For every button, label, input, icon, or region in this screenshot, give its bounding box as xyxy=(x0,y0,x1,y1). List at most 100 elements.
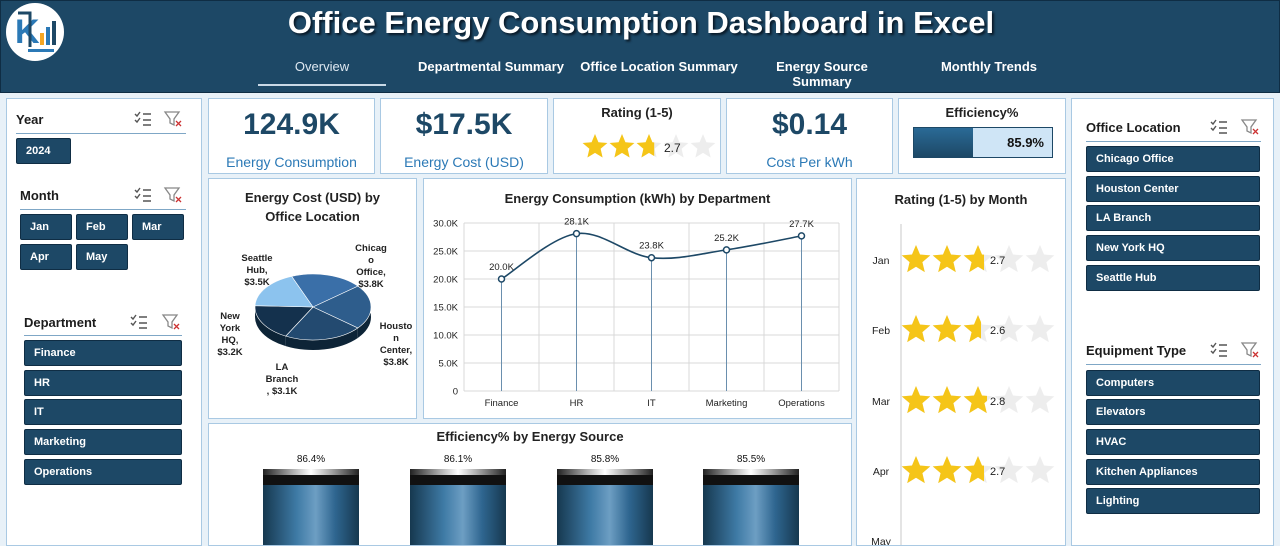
bar-cap xyxy=(557,469,653,475)
x-tick-label: HR xyxy=(570,398,584,409)
tab-overview[interactable]: Overview xyxy=(294,59,350,74)
multi-select-icon[interactable] xyxy=(129,313,149,331)
location-item-chicago-office[interactable]: Chicago Office xyxy=(1086,146,1260,172)
equipment-item-kitchen-appliances[interactable]: Kitchen Appliances xyxy=(1086,459,1260,485)
month-item-feb[interactable]: Feb xyxy=(76,214,128,240)
logo: K xyxy=(6,3,64,61)
department-item-marketing[interactable]: Marketing xyxy=(24,429,182,455)
data-point xyxy=(722,246,731,254)
data-point xyxy=(572,229,581,238)
month-item-apr[interactable]: Apr xyxy=(20,244,72,270)
chart-title-line1: Energy Cost (USD) by xyxy=(244,190,381,205)
rating-month-chart: Jan 2.7 Feb 2.6 Mar 2.8 Apr 2.7 May xyxy=(871,224,1055,545)
clear-filter-icon[interactable] xyxy=(161,313,181,331)
pie-slice-side xyxy=(285,327,358,350)
kpi-star-empty xyxy=(663,134,689,158)
clear-filter-icon[interactable] xyxy=(1240,118,1260,136)
data-label: 86.4% xyxy=(297,454,325,465)
pie-chart: Seattle Hub, $3.5K Chicag o Office, $3.8K Hou… xyxy=(217,243,413,397)
y-tick-label: 25.0K xyxy=(433,247,458,258)
equipment-item-computers[interactable]: Computers xyxy=(1086,370,1260,396)
data-label: 85.5% xyxy=(737,454,765,465)
office-location-slicer-title: Office Location xyxy=(1086,120,1181,135)
year-slicer-title: Year xyxy=(16,112,44,127)
month-label: May xyxy=(871,536,892,545)
chart-title: Energy Consumption (kWh) by Department xyxy=(504,191,771,206)
location-item-new-york-hq[interactable]: New York HQ xyxy=(1086,235,1260,261)
slicer-divider xyxy=(1086,364,1261,365)
department-item-finance[interactable]: Finance xyxy=(24,340,182,366)
location-item-la-branch[interactable]: LA Branch xyxy=(1086,205,1260,231)
y-tick-label: 5.0K xyxy=(438,359,458,370)
efficiency-bar xyxy=(557,485,653,545)
multi-select-icon[interactable] xyxy=(133,110,153,128)
tab-monthly-trends[interactable]: Monthly Trends xyxy=(940,59,1038,74)
month-star-empty xyxy=(1025,456,1055,484)
pie-slice-houston-center xyxy=(285,306,359,341)
bar-band xyxy=(557,475,653,485)
slicer-divider xyxy=(24,335,182,336)
data-label: 86.1% xyxy=(444,454,472,465)
pie-label-chicago: Chicag o Office, $3.8K xyxy=(355,243,387,290)
y-tick-label: 10.0K xyxy=(433,331,458,342)
month-star-filled xyxy=(901,456,931,484)
month-star-empty xyxy=(994,315,1024,343)
tab-energy-source-summary[interactable]: Energy Source Summary xyxy=(776,59,868,89)
year-item-2024[interactable]: 2024 xyxy=(16,138,71,164)
data-label: 27.7K xyxy=(789,219,814,230)
month-item-jan[interactable]: Jan xyxy=(20,214,72,240)
equipment-item-lighting[interactable]: Lighting xyxy=(1086,488,1260,514)
department-item-operations[interactable]: Operations xyxy=(24,459,182,485)
month-item-mar[interactable]: Mar xyxy=(132,214,184,240)
month-star-filled xyxy=(963,315,981,343)
x-tick-label: Marketing xyxy=(706,398,748,409)
left-slicer-panel: Year 2024 Month Jan Feb Mar Apr May Depa… xyxy=(6,98,202,546)
kpi-label: Energy Consumption xyxy=(226,154,357,170)
data-label: 28.1K xyxy=(564,217,589,228)
location-item-houston-center[interactable]: Houston Center xyxy=(1086,176,1260,202)
multi-select-icon[interactable] xyxy=(1209,341,1229,359)
month-item-may[interactable]: May xyxy=(76,244,128,270)
kpi-energy-consumption: 124.9K Energy Consumption xyxy=(208,98,375,174)
bar-cap xyxy=(410,469,506,475)
clear-filter-icon[interactable] xyxy=(163,186,183,204)
month-star-filled xyxy=(901,245,931,273)
multi-select-icon[interactable] xyxy=(1209,118,1229,136)
department-item-it[interactable]: IT xyxy=(24,399,182,425)
location-item-seattle-hub[interactable]: Seattle Hub xyxy=(1086,265,1260,291)
equipment-type-slicer-title: Equipment Type xyxy=(1086,343,1187,358)
chart-title: Efficiency% by Energy Source xyxy=(436,429,624,444)
efficiency-bar xyxy=(410,485,506,545)
kpi-label: Cost Per kWh xyxy=(766,154,853,170)
pie-slice-side xyxy=(255,305,286,347)
efficiency-bar xyxy=(263,485,359,545)
kpi-value: $0.14 xyxy=(771,108,848,141)
efficiency-bars: 86.4% 86.1% 85.8% 85.5% xyxy=(263,454,799,545)
equipment-item-elevators[interactable]: Elevators xyxy=(1086,399,1260,425)
equipment-item-hvac[interactable]: HVAC xyxy=(1086,429,1260,455)
data-point xyxy=(497,275,506,283)
department-item-hr[interactable]: HR xyxy=(24,370,182,396)
slicer-divider xyxy=(16,133,186,134)
header-bar: K Office Energy Consumption Dashboard in… xyxy=(0,0,1280,93)
pie-slice-seattle-hub xyxy=(291,273,359,308)
tab-office-location-summary[interactable]: Office Location Summary xyxy=(580,59,738,74)
pie-slice-new-york-hq xyxy=(254,275,314,308)
pie-label-newyork: New York HQ, $3.2K xyxy=(217,311,242,358)
month-star-filled xyxy=(932,386,962,414)
clear-filter-icon[interactable] xyxy=(163,110,183,128)
kpi-efficiency: Efficiency% 85.9% xyxy=(898,98,1066,174)
chart-title: Rating (1-5) by Month xyxy=(894,192,1028,207)
pie-label-houston: Housto n Center, $3.8K xyxy=(380,321,413,368)
multi-select-icon[interactable] xyxy=(133,186,153,204)
kpi-label: Energy Cost (USD) xyxy=(404,154,524,170)
month-star-empty xyxy=(1025,315,1055,343)
line-chart: 30.0K 25.0K 20.0K 15.0K 10.0K 5.0K 0 20.0K Finan… xyxy=(433,217,840,409)
kpi-title: Efficiency% xyxy=(945,105,1019,120)
month-star-empty xyxy=(994,245,1024,273)
data-point xyxy=(647,253,656,262)
clear-filter-icon[interactable] xyxy=(1240,341,1260,359)
tab-departmental-summary[interactable]: Departmental Summary xyxy=(418,59,564,74)
efficiency-bar-fill xyxy=(914,128,974,157)
month-star-filled xyxy=(932,456,962,484)
